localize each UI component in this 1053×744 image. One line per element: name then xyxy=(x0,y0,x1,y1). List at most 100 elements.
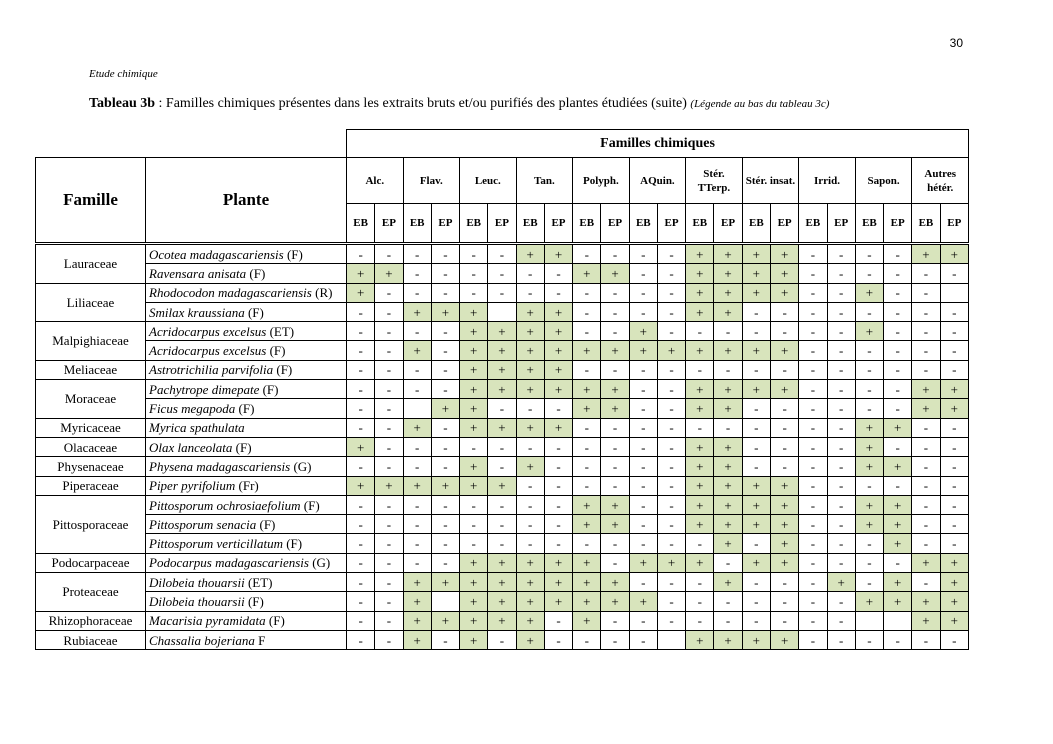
result-cell: + xyxy=(515,379,545,400)
result-cell: + xyxy=(515,321,545,342)
result-cell: - xyxy=(741,321,771,342)
result-cell: - xyxy=(572,533,602,554)
result-cell: + xyxy=(713,242,743,265)
result-cell: - xyxy=(798,533,828,554)
result-cell: + xyxy=(741,475,771,496)
result-cell: - xyxy=(459,436,489,458)
result-cell: + xyxy=(543,340,574,361)
result-cell: - xyxy=(628,436,658,458)
result-cell: - xyxy=(430,282,461,303)
result-cell: + xyxy=(487,379,517,400)
result-cell: - xyxy=(572,456,602,477)
result-cell: + xyxy=(685,398,715,419)
plant-part: (F) xyxy=(249,265,266,281)
plant-name: Dilobeia thouarsii xyxy=(149,574,245,590)
result-cell: + xyxy=(769,475,800,496)
result-cell: - xyxy=(883,359,913,381)
result-cell: - xyxy=(911,301,941,323)
result-cell: - xyxy=(741,572,771,593)
plant-cell: Ocotea madagascariensis (F) xyxy=(145,242,347,265)
result-cell: + xyxy=(543,552,574,574)
result-cell: + xyxy=(515,340,545,361)
result-cell: - xyxy=(487,629,517,651)
plant-name: Pittosporum verticillatum xyxy=(149,536,283,552)
result-cell: + xyxy=(515,552,545,574)
result-cell: - xyxy=(487,263,517,284)
result-cell: - xyxy=(345,572,376,593)
result-cell: - xyxy=(826,610,856,631)
result-cell: + xyxy=(600,379,630,400)
result-cell: + xyxy=(685,456,715,477)
result-cell: + xyxy=(345,263,376,284)
result-cell: + xyxy=(883,417,913,438)
result-cell: - xyxy=(911,282,941,303)
sub-header: EP xyxy=(543,203,574,245)
result-cell: + xyxy=(374,263,404,284)
result-cell: + xyxy=(402,340,432,361)
result-cell: - xyxy=(572,417,602,438)
result-cell: - xyxy=(374,242,404,265)
sub-header: EP xyxy=(939,203,970,245)
result-cell: - xyxy=(798,610,828,631)
result-cell: - xyxy=(769,610,800,631)
result-cell: - xyxy=(543,610,574,631)
data-row: Pittosporaceae Pittosporum ochrosiaefoliu… xyxy=(35,494,970,554)
sub-header: EP xyxy=(713,203,743,245)
result-cell: + xyxy=(826,572,856,593)
result-cell: - xyxy=(854,475,885,496)
result-cell: + xyxy=(883,514,913,535)
plant-cell: Dilobeia thouarsii (ET) xyxy=(145,572,347,593)
result-cell: - xyxy=(854,572,885,593)
result-cell: + xyxy=(911,242,941,265)
result-cell: - xyxy=(459,514,489,535)
data-row: Liliaceae Rhodocodon madagascariensis (R)… xyxy=(35,282,970,323)
result-cell: - xyxy=(572,359,602,381)
result-cell: - xyxy=(798,379,828,400)
result-cell: - xyxy=(600,417,630,438)
blank xyxy=(36,130,347,158)
result-cell: + xyxy=(883,456,913,477)
result-cell: + xyxy=(543,301,574,323)
result-cell: - xyxy=(374,629,404,651)
result-cell: - xyxy=(741,359,771,381)
result-cell: + xyxy=(685,379,715,400)
result-cell: + xyxy=(572,494,602,516)
result-cell: - xyxy=(543,398,574,419)
plant-part: (F) xyxy=(262,381,279,397)
result-cell: - xyxy=(826,552,856,574)
result-cell: + xyxy=(459,591,489,612)
result-cell: - xyxy=(685,417,715,438)
result-cell: - xyxy=(374,456,404,477)
result-cell: - xyxy=(656,514,687,535)
result-cell: - xyxy=(345,494,376,516)
plant-name: Ocotea madagascariensis xyxy=(149,246,284,262)
result-cell: - xyxy=(939,629,970,651)
plant-part: (R) xyxy=(315,285,333,301)
result-cell: - xyxy=(374,340,404,361)
result-cell: + xyxy=(459,359,489,381)
result-cell: - xyxy=(628,282,658,303)
group-header: Stér. TTerp. xyxy=(685,157,743,204)
result-cell: - xyxy=(430,340,461,361)
result-cell: - xyxy=(430,552,461,574)
result-cell: - xyxy=(883,321,913,342)
plant-name: Piper pyrifolium xyxy=(149,478,236,494)
result-cell: + xyxy=(572,552,602,574)
result-cell: + xyxy=(572,610,602,631)
result-cell: - xyxy=(345,514,376,535)
result-cell: - xyxy=(826,242,856,265)
result-cell: - xyxy=(798,359,828,381)
result-cell xyxy=(402,398,432,419)
result-cell xyxy=(656,629,687,651)
result-cell: + xyxy=(656,340,687,361)
result-cell: - xyxy=(600,282,630,303)
result-cell: + xyxy=(713,629,743,651)
result-cell: - xyxy=(345,398,376,419)
result-cell: - xyxy=(798,263,828,284)
header-row: Familles chimiques xyxy=(36,129,970,158)
result-cell: - xyxy=(656,417,687,438)
result-cell: - xyxy=(939,475,970,496)
result-cell: + xyxy=(600,572,630,593)
sub-header: EP xyxy=(656,203,687,245)
result-cell: - xyxy=(883,301,913,323)
